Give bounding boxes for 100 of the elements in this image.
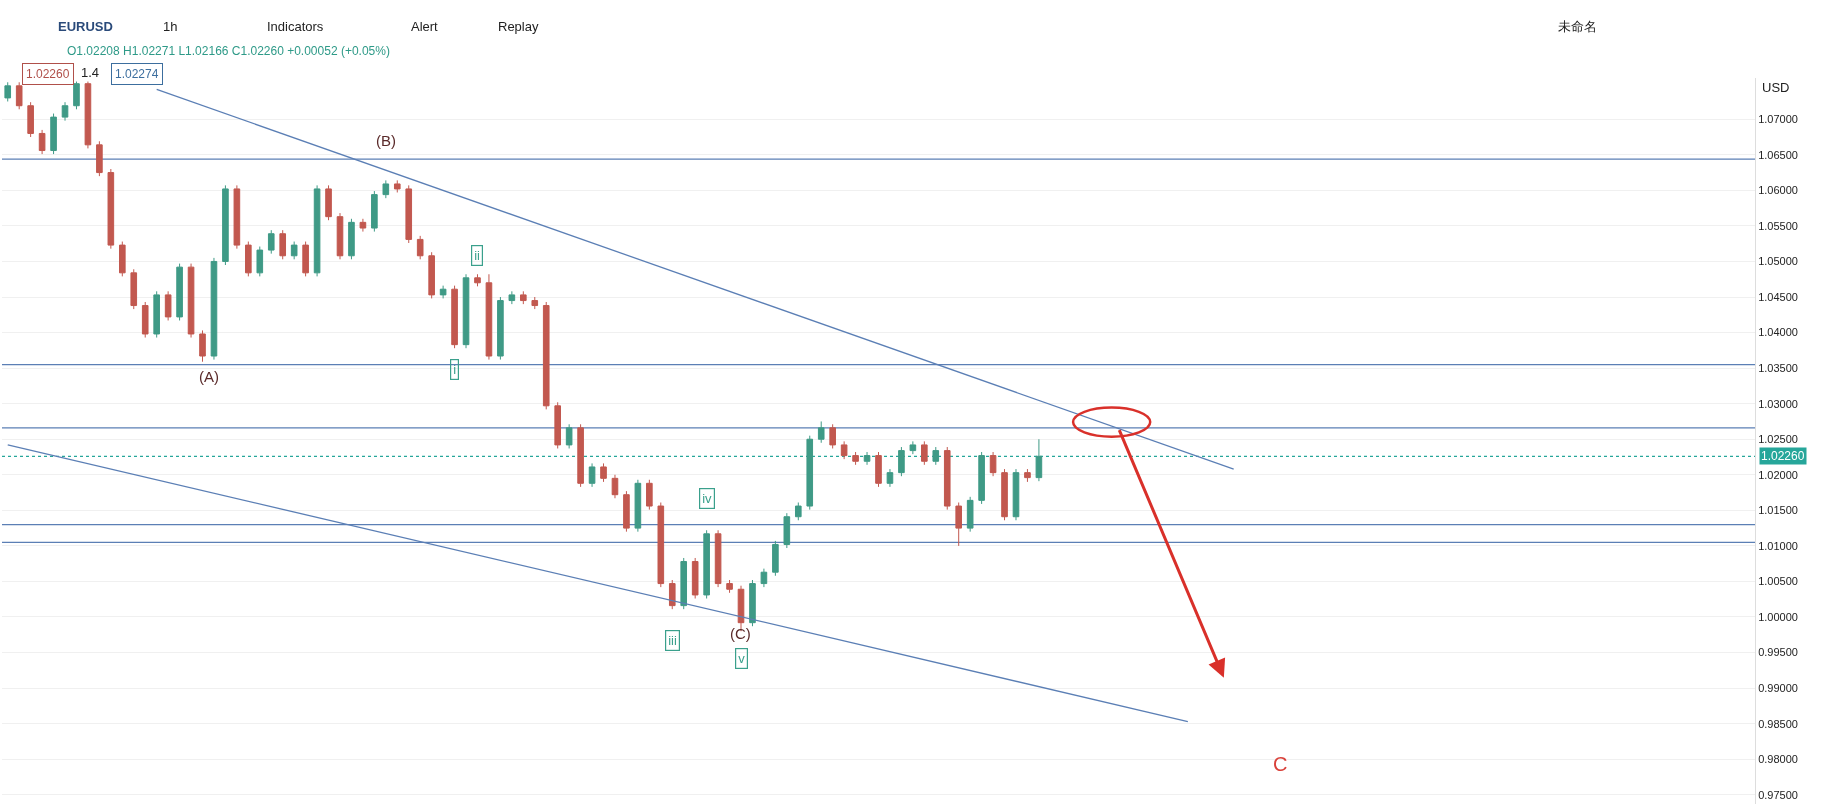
candlestick (210, 257, 218, 361)
text: USD (1762, 80, 1790, 95)
candlestick (508, 290, 516, 305)
candlestick (96, 140, 103, 177)
y-tick-label: 1.03000 (1758, 397, 1798, 410)
candlestick (966, 496, 974, 533)
y-tick-label: 1.01000 (1758, 539, 1798, 552)
candlestick (1035, 438, 1043, 482)
candlestick (955, 502, 963, 547)
candlestick (451, 285, 458, 349)
candlestick (840, 440, 848, 460)
candlestick (416, 235, 424, 260)
text: Alert (411, 19, 439, 34)
candlestick (50, 113, 57, 155)
candlestick (749, 579, 756, 627)
candlestick (405, 184, 413, 244)
candlestick (806, 435, 814, 511)
y-tick-label: 0.98500 (1758, 717, 1798, 730)
candlestick (290, 241, 298, 260)
candlestick (623, 490, 630, 533)
y-tick-label: 1.04500 (1758, 290, 1798, 303)
candlestick (1024, 468, 1031, 483)
candlestick (393, 179, 401, 193)
candlestick (577, 423, 584, 488)
text: 未命名 (1558, 19, 1597, 34)
candlestick (691, 557, 699, 599)
candlestick (313, 184, 321, 277)
y-tick-label: 1.03500 (1758, 361, 1798, 374)
candlestick (863, 451, 871, 466)
ref-line-label: 1.02260 (1761, 449, 1805, 463)
candlestick (222, 184, 229, 266)
candlestick (852, 451, 859, 466)
candlestick (680, 557, 688, 610)
candlestick (382, 179, 390, 199)
candlestick (325, 184, 332, 221)
candlestick (474, 273, 481, 287)
y-tick-label: 1.05500 (1758, 219, 1798, 232)
candlestick (646, 479, 653, 511)
candlestick (657, 502, 665, 588)
chart-subtitle: O1.02208 H1.02271 L1.02166 C1.02260 +0.00052 (+0.05%) (67, 44, 390, 58)
candlestick (909, 440, 917, 455)
candlestick (531, 296, 539, 310)
candlestick (336, 212, 344, 260)
candlestick (462, 273, 470, 349)
annotation: (B) (376, 132, 396, 149)
candlestick (978, 451, 985, 505)
y-tick-label: 1.00500 (1758, 575, 1798, 588)
annotation: 1.02260 (26, 67, 70, 81)
candlestick (886, 468, 894, 488)
candlestick (84, 81, 92, 149)
annotation: ii (474, 248, 481, 264)
y-tick-label: 1.04000 (1758, 326, 1798, 339)
y-tick-label: 1.01500 (1758, 504, 1798, 517)
candlestick (554, 401, 561, 449)
candlestick (932, 446, 940, 466)
candlestick (107, 168, 115, 250)
candlestick (187, 263, 195, 339)
candlestick (898, 446, 905, 477)
candlestick (428, 251, 435, 299)
candlestick (73, 81, 80, 110)
candlestick (497, 296, 504, 361)
candlestick (233, 184, 241, 250)
candlestick (943, 446, 951, 511)
y-tick-label: 0.99500 (1758, 646, 1798, 659)
y-tick-label: 1.02500 (1758, 433, 1798, 446)
candlestick (520, 290, 527, 305)
candlestick (485, 273, 493, 361)
chart-title: EURUSD (58, 19, 113, 34)
candlestick (1012, 468, 1020, 521)
candlestick (875, 451, 882, 488)
annotation: 1.4 (81, 65, 100, 80)
y-tick-label: 1.06500 (1758, 148, 1798, 161)
annotation: C (1273, 753, 1288, 775)
candlestick (703, 529, 710, 599)
candlestick (989, 451, 997, 477)
annotation: 1.02274 (115, 67, 159, 81)
candlestick (794, 502, 802, 521)
candlestick (588, 462, 596, 488)
candlestick (348, 218, 355, 260)
candlestick (611, 474, 619, 499)
candlestick (634, 479, 642, 533)
y-tick-label: 1.07000 (1758, 113, 1798, 126)
candlestick (371, 190, 378, 233)
candlestick (279, 229, 287, 260)
y-tick-label: 0.98000 (1758, 753, 1798, 766)
candlestick (921, 440, 928, 466)
candlestick (119, 241, 126, 277)
annotation: iii (668, 633, 677, 649)
candlestick (130, 268, 138, 310)
annotation: (C) (730, 625, 751, 642)
text: Replay (498, 19, 539, 34)
candlestick (359, 218, 367, 233)
candlestick (141, 301, 149, 339)
annotation: v (738, 651, 746, 667)
candlestick (668, 579, 676, 610)
y-tick-label: 1.00000 (1758, 610, 1798, 623)
y-tick-label: 0.97500 (1758, 788, 1798, 801)
candlestick (27, 101, 34, 138)
candlestick (542, 301, 550, 410)
candlestick (245, 241, 252, 277)
